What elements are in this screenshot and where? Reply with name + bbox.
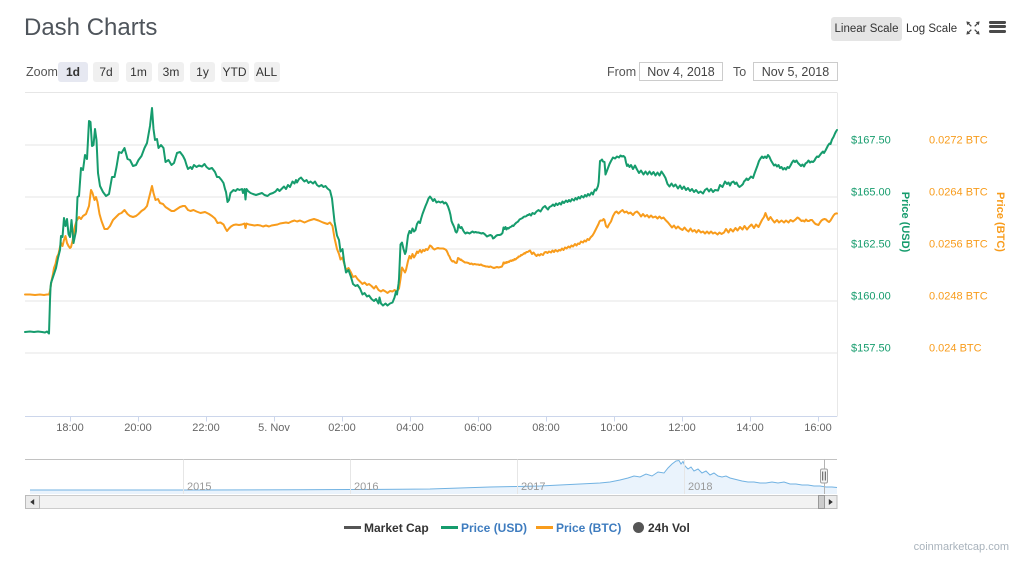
svg-text:$160.00: $160.00	[851, 291, 891, 303]
svg-text:08:00: 08:00	[532, 422, 560, 434]
svg-text:2017: 2017	[521, 481, 545, 493]
svg-text:0.0264 BTC: 0.0264 BTC	[929, 187, 988, 199]
svg-text:$162.50: $162.50	[851, 239, 891, 251]
svg-text:06:00: 06:00	[464, 422, 492, 434]
svg-text:22:00: 22:00	[192, 422, 220, 434]
svg-text:Price (BTC): Price (BTC)	[556, 521, 621, 535]
svg-text:0.0256 BTC: 0.0256 BTC	[929, 239, 988, 251]
svg-text:0.0272 BTC: 0.0272 BTC	[929, 135, 988, 147]
svg-text:12:00: 12:00	[668, 422, 696, 434]
svg-text:04:00: 04:00	[396, 422, 424, 434]
svg-text:2015: 2015	[187, 481, 211, 493]
svg-text:Price (USD): Price (USD)	[899, 192, 911, 253]
svg-text:Price (BTC): Price (BTC)	[994, 192, 1006, 252]
svg-text:14:00: 14:00	[736, 422, 764, 434]
svg-text:5. Nov: 5. Nov	[258, 422, 290, 434]
svg-text:20:00: 20:00	[124, 422, 152, 434]
svg-text:Market Cap: Market Cap	[364, 521, 429, 535]
svg-text:$167.50: $167.50	[851, 135, 891, 147]
svg-text:coinmarketcap.com: coinmarketcap.com	[914, 541, 1009, 553]
svg-text:02:00: 02:00	[328, 422, 356, 434]
svg-text:10:00: 10:00	[600, 422, 628, 434]
svg-text:0.0248 BTC: 0.0248 BTC	[929, 291, 988, 303]
svg-text:$165.00: $165.00	[851, 187, 891, 199]
svg-text:16:00: 16:00	[804, 422, 832, 434]
svg-text:Price (USD): Price (USD)	[461, 521, 527, 535]
svg-text:$157.50: $157.50	[851, 343, 891, 355]
svg-text:0.024 BTC: 0.024 BTC	[929, 343, 982, 355]
svg-text:24h Vol: 24h Vol	[648, 521, 690, 535]
svg-text:2018: 2018	[688, 481, 712, 493]
svg-text:18:00: 18:00	[56, 422, 84, 434]
svg-text:2016: 2016	[354, 481, 378, 493]
